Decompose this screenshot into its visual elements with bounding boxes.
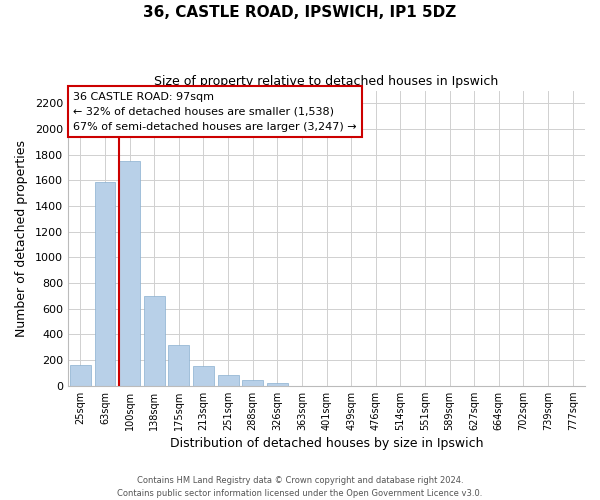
Y-axis label: Number of detached properties: Number of detached properties bbox=[15, 140, 28, 336]
Text: 36 CASTLE ROAD: 97sqm
← 32% of detached houses are smaller (1,538)
67% of semi-d: 36 CASTLE ROAD: 97sqm ← 32% of detached … bbox=[73, 92, 357, 132]
Bar bbox=[95, 182, 115, 386]
Bar bbox=[119, 161, 140, 386]
Bar bbox=[193, 366, 214, 386]
Bar bbox=[242, 380, 263, 386]
Bar bbox=[267, 383, 288, 386]
Text: Contains HM Land Registry data © Crown copyright and database right 2024.
Contai: Contains HM Land Registry data © Crown c… bbox=[118, 476, 482, 498]
Text: 36, CASTLE ROAD, IPSWICH, IP1 5DZ: 36, CASTLE ROAD, IPSWICH, IP1 5DZ bbox=[143, 5, 457, 20]
Bar bbox=[169, 346, 189, 386]
Bar bbox=[144, 296, 164, 386]
Bar bbox=[70, 365, 91, 386]
X-axis label: Distribution of detached houses by size in Ipswich: Distribution of detached houses by size … bbox=[170, 437, 483, 450]
Bar bbox=[218, 376, 239, 386]
Title: Size of property relative to detached houses in Ipswich: Size of property relative to detached ho… bbox=[154, 75, 499, 88]
